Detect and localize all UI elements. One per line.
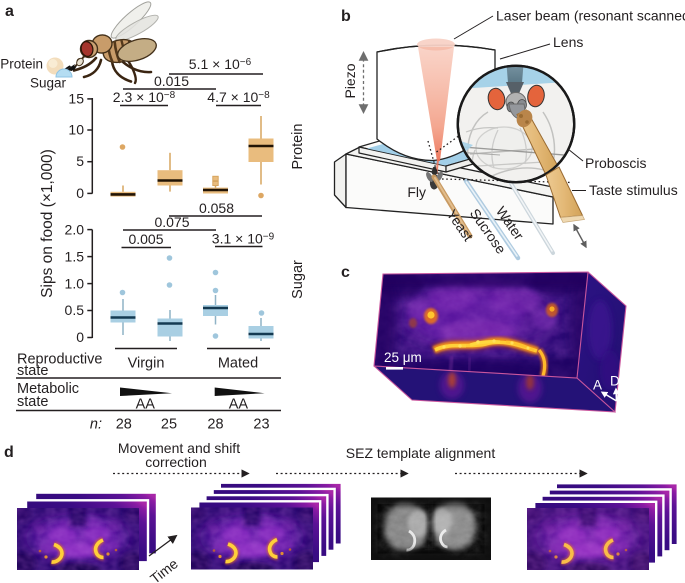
svg-text:AA: AA — [229, 397, 249, 413]
svg-text:0.075: 0.075 — [154, 214, 189, 230]
svg-text:0: 0 — [76, 185, 84, 201]
svg-text:AA: AA — [136, 397, 156, 413]
svg-text:a: a — [5, 3, 14, 20]
svg-text:Proboscis: Proboscis — [585, 155, 646, 171]
svg-text:23: 23 — [253, 417, 269, 433]
svg-text:correction: correction — [145, 454, 206, 470]
svg-text:Laser beam (resonant scanned): Laser beam (resonant scanned) — [496, 8, 685, 24]
svg-text:b: b — [341, 8, 351, 25]
svg-text:d: d — [4, 444, 14, 461]
svg-text:Lens: Lens — [553, 34, 583, 50]
svg-text:25: 25 — [161, 417, 177, 433]
svg-text:0.5: 0.5 — [65, 302, 85, 318]
svg-text:1.0: 1.0 — [65, 275, 85, 291]
svg-text:2.3 × 10−8: 2.3 × 10−8 — [113, 89, 176, 105]
svg-text:Protein: Protein — [0, 57, 43, 72]
svg-text:28: 28 — [116, 417, 132, 433]
svg-text:Mated: Mated — [218, 356, 258, 372]
svg-text:28: 28 — [207, 417, 223, 433]
svg-text:0.005: 0.005 — [128, 231, 163, 247]
svg-text:10: 10 — [68, 122, 84, 138]
svg-text:5.1 × 10−6: 5.1 × 10−6 — [189, 56, 252, 72]
svg-text:2.0: 2.0 — [65, 221, 85, 237]
svg-text:state: state — [17, 394, 48, 410]
svg-text:Sugar: Sugar — [290, 260, 306, 299]
svg-text:Sips on food (×1,000): Sips on food (×1,000) — [39, 149, 56, 298]
svg-text:Reproductive: Reproductive — [17, 352, 102, 368]
svg-text:state: state — [17, 363, 48, 379]
svg-text:5: 5 — [76, 153, 84, 169]
svg-text:Fly: Fly — [407, 184, 426, 200]
svg-text:0.058: 0.058 — [199, 200, 234, 216]
svg-text:Protein: Protein — [290, 124, 306, 170]
svg-text:4.7 × 10−8: 4.7 × 10−8 — [207, 89, 270, 105]
svg-text:Piezo: Piezo — [342, 63, 358, 98]
svg-text:Taste stimulus: Taste stimulus — [589, 182, 678, 198]
svg-text:Virgin: Virgin — [128, 356, 165, 372]
svg-text:Sugar: Sugar — [30, 76, 67, 91]
svg-text:0.015: 0.015 — [154, 73, 189, 89]
svg-text:15: 15 — [68, 91, 84, 107]
svg-text:A: A — [593, 378, 602, 393]
svg-text:Movement and shift: Movement and shift — [118, 440, 240, 456]
svg-text:D: D — [610, 374, 620, 389]
svg-text:0: 0 — [76, 329, 84, 345]
svg-text:25 μm: 25 μm — [384, 350, 422, 365]
svg-text:n:: n: — [90, 417, 102, 433]
svg-text:SEZ template alignment: SEZ template alignment — [346, 445, 496, 461]
svg-text:1.5: 1.5 — [65, 248, 85, 264]
svg-text:3.1 × 10−9: 3.1 × 10−9 — [212, 231, 275, 247]
svg-text:c: c — [341, 264, 350, 281]
svg-text:Metabolic: Metabolic — [17, 381, 79, 397]
